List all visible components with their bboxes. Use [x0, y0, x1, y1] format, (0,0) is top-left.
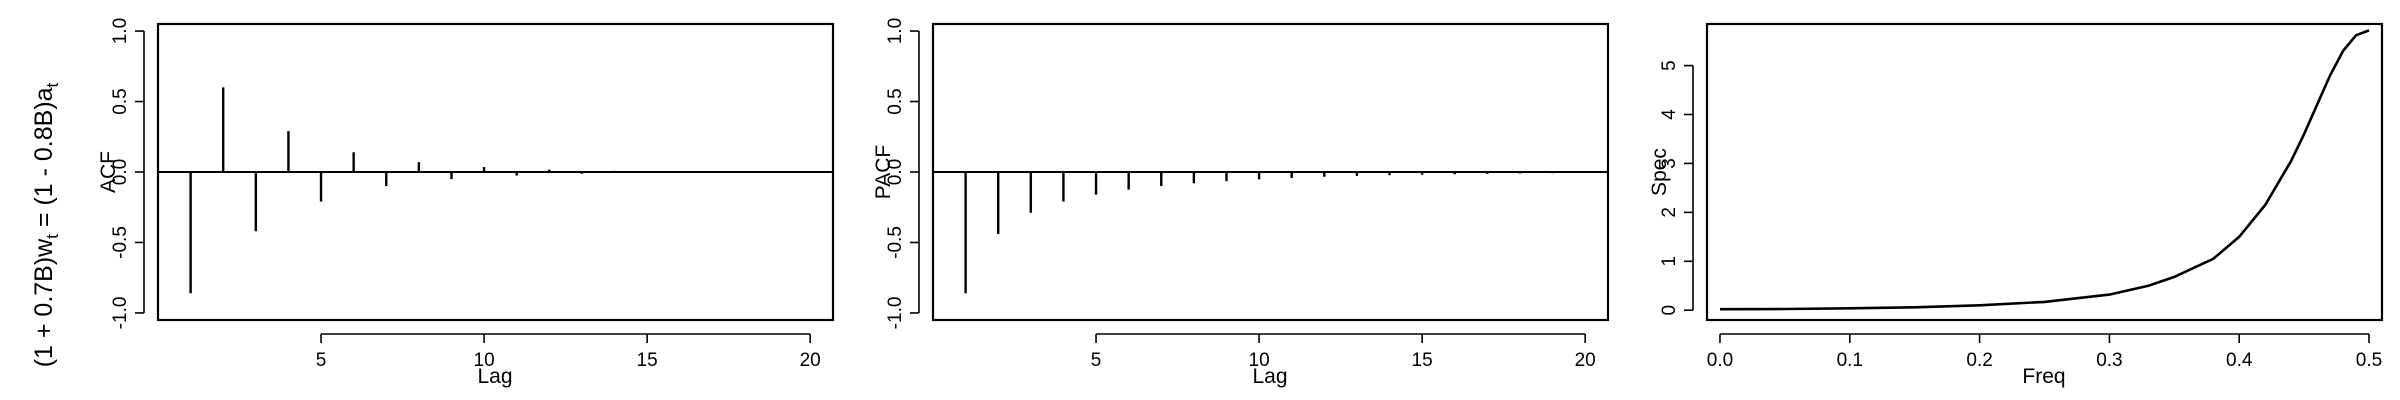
pacf-y-tick-label: -1.0: [885, 297, 906, 330]
acf-x-tick-label: 5: [316, 350, 327, 371]
pacf-y-axis-label: PACF: [872, 145, 895, 199]
acf-y-tick-label: 0.5: [110, 88, 131, 114]
spectrum-x-tick-label: 0.5: [2356, 350, 2382, 371]
acf-y-tick-label: -1.0: [110, 297, 131, 330]
pacf-y-tick-label: 1.0: [885, 18, 906, 44]
acf-y-axis-label: ACF: [97, 151, 120, 193]
acf-panel: 5 10 15 20 -1.0 -0.5 0.0 0.5 1.0 Lag ACF: [97, 18, 835, 388]
spectrum-x-tick-label: 0.3: [2096, 350, 2122, 371]
spectrum-panel: 0.0 0.1 0.2 0.3 0.4 0.5 0 1 2 3 4 5 Freq Spec: [1648, 22, 2384, 388]
acf-x-tick-label: 10: [474, 350, 495, 371]
acf-x-tick-label: 20: [800, 350, 821, 371]
pacf-x-tick-label: 15: [1412, 350, 1433, 371]
spectrum-plot-frame: [1705, 22, 2384, 322]
pacf-x-tick-label: 10: [1249, 350, 1270, 371]
spectrum-ticks: 0.0 0.1 0.2 0.3 0.4 0.5 0 1 2 3 4 5: [1659, 60, 2382, 371]
spectrum-x-tick-label: 0.4: [2226, 350, 2253, 371]
acf-spikes: [158, 87, 833, 294]
model-title: (1 + 0.7B)wt = (1 - 0.8B)at: [30, 82, 62, 367]
spectrum-x-axis-label: Freq: [2022, 365, 2065, 388]
spectrum-y-tick-label: 2: [1659, 207, 1680, 218]
spectrum-curve-group: [1719, 29, 2370, 311]
spectrum-y-tick-label: 3: [1659, 158, 1680, 169]
pacf-y-tick-label: -0.5: [885, 226, 906, 259]
pacf-x-tick-label: 20: [1575, 350, 1596, 371]
acf-y-tick-label: -0.5: [110, 226, 131, 259]
pacf-x-axis-label: Lag: [1252, 365, 1287, 388]
acf-x-tick-label: 15: [637, 350, 658, 371]
pacf-ticks: 5 10 15 20 -1.0 -0.5 0.0 0.5 1.0: [885, 18, 1596, 371]
acf-y-tick-label: 1.0: [110, 18, 131, 44]
pacf-y-tick-label: 0.0: [885, 159, 906, 185]
pacf-panel: 5 10 15 20 -1.0 -0.5 0.0 0.5 1.0 Lag PACF: [872, 18, 1610, 388]
acf-y-tick-label: 0.0: [110, 159, 131, 185]
pacf-x-tick-label: 5: [1091, 350, 1102, 371]
acf-x-axis-label: Lag: [477, 365, 512, 388]
spectrum-y-axis-label: Spec: [1648, 148, 1671, 196]
spectrum-x-tick-label: 0.1: [1837, 350, 1863, 371]
spectrum-y-tick-label: 0: [1659, 305, 1680, 316]
spectrum-curve: [1719, 29, 2370, 311]
spectrum-y-tick-label: 4: [1659, 109, 1680, 120]
spectrum-x-tick-label: 0.0: [1707, 350, 1733, 371]
pacf-spikes: [933, 171, 1608, 294]
spectrum-x-tick-label: 0.2: [1966, 350, 1992, 371]
spectrum-y-tick-label: 5: [1659, 60, 1680, 71]
pacf-y-tick-label: 0.5: [885, 88, 906, 114]
acf-ticks: 5 10 15 20 -1.0 -0.5 0.0 0.5 1.0: [110, 18, 821, 371]
spectrum-y-tick-label: 1: [1659, 256, 1680, 267]
